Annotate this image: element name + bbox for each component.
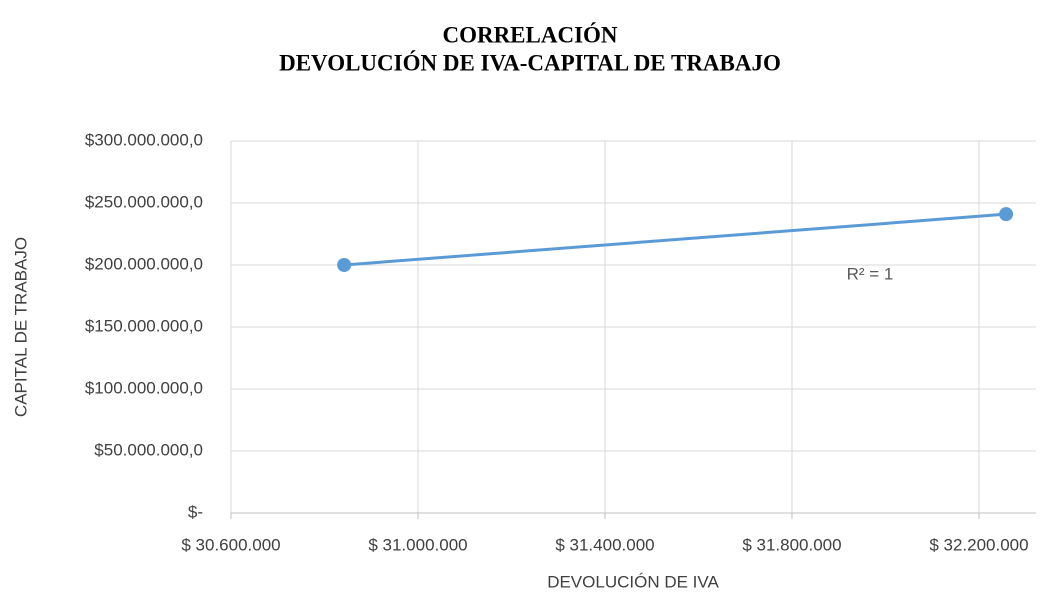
y-tick-label: $250.000.000,0 bbox=[85, 192, 203, 211]
x-tick-label: $ 31.400.000 bbox=[555, 535, 654, 554]
y-tick-label: $100.000.000,0 bbox=[85, 378, 203, 397]
trendline-label: R² = 1 bbox=[847, 264, 894, 283]
chart-title: DEVOLUCIÓN DE IVA-CAPITAL DE TRABAJO bbox=[279, 49, 781, 75]
x-axis-label: DEVOLUCIÓN DE IVA bbox=[547, 572, 719, 591]
x-tick-label: $ 31.000.000 bbox=[368, 535, 467, 554]
x-tick-label: $ 32.200.000 bbox=[929, 535, 1028, 554]
y-tick-label: $- bbox=[188, 502, 203, 521]
data-point bbox=[999, 207, 1014, 222]
y-tick-label: $50.000.000,0 bbox=[94, 440, 203, 459]
data-point bbox=[337, 258, 352, 272]
y-tick-label: $300.000.000,0 bbox=[85, 130, 203, 149]
x-tick-label: $ 31.800.000 bbox=[742, 535, 841, 554]
chart-title: CORRELACIÓN bbox=[442, 21, 617, 47]
y-axis-label: CAPITAL DE TRABAJO bbox=[11, 237, 30, 417]
x-tick-label: $ 30.600.000 bbox=[181, 535, 280, 554]
series-line bbox=[344, 212, 1007, 267]
y-tick-label: $150.000.000,0 bbox=[85, 316, 203, 335]
y-tick-label: $200.000.000,0 bbox=[85, 254, 203, 273]
